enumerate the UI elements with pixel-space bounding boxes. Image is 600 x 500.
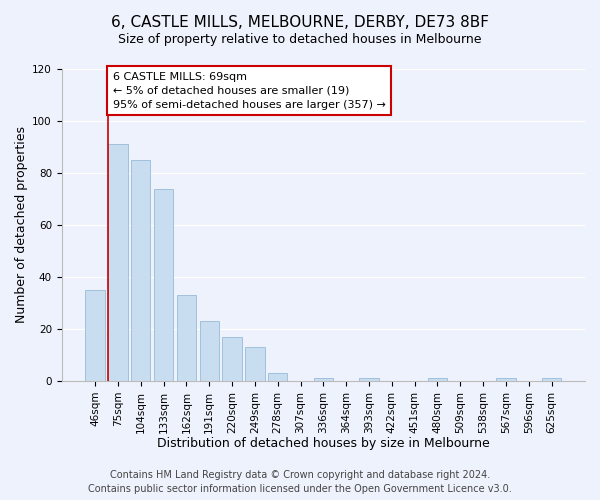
Text: 6, CASTLE MILLS, MELBOURNE, DERBY, DE73 8BF: 6, CASTLE MILLS, MELBOURNE, DERBY, DE73 … [111,15,489,30]
Bar [177,295,196,381]
Y-axis label: Number of detached properties: Number of detached properties [15,126,28,324]
Bar [359,378,379,381]
Bar [200,321,219,381]
X-axis label: Distribution of detached houses by size in Melbourne: Distribution of detached houses by size … [157,437,490,450]
Bar [542,378,561,381]
Text: 6 CASTLE MILLS: 69sqm
← 5% of detached houses are smaller (19)
95% of semi-detac: 6 CASTLE MILLS: 69sqm ← 5% of detached h… [113,72,386,110]
Bar [268,373,287,381]
Bar [428,378,447,381]
Bar [314,378,333,381]
Bar [223,337,242,381]
Bar [154,188,173,381]
Bar [496,378,515,381]
Text: Size of property relative to detached houses in Melbourne: Size of property relative to detached ho… [118,32,482,46]
Bar [85,290,105,381]
Bar [131,160,151,381]
Bar [108,144,128,381]
Text: Contains HM Land Registry data © Crown copyright and database right 2024.
Contai: Contains HM Land Registry data © Crown c… [88,470,512,494]
Bar [245,347,265,381]
